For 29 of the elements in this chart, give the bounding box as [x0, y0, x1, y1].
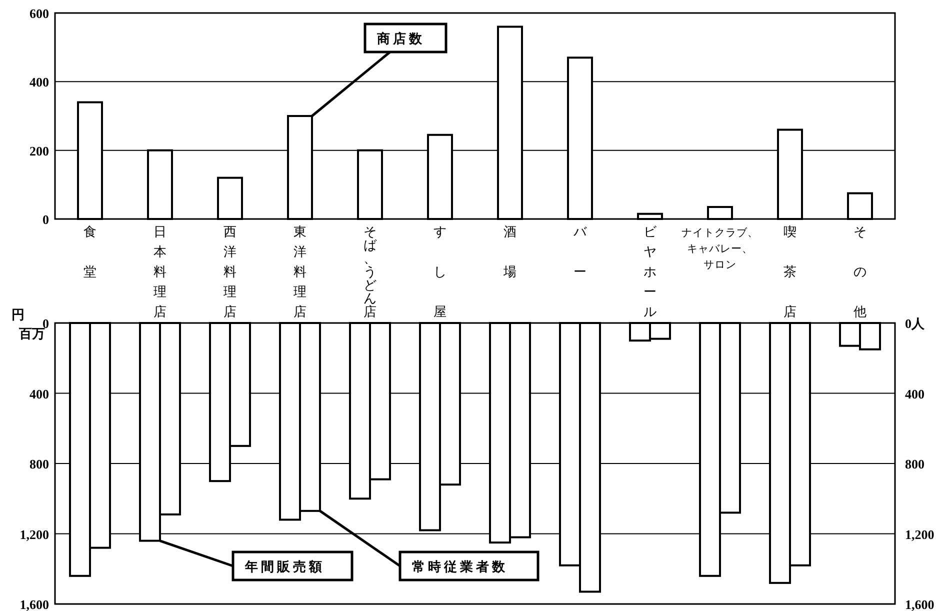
category-label: その他 — [854, 224, 866, 319]
y-tick-label: 1,200 — [20, 526, 49, 542]
y-tick-label: 800 — [30, 456, 49, 472]
category-label: 酒場 — [504, 224, 516, 279]
x-tick-label: 東洋料理店 — [294, 224, 306, 319]
x-tick-label: 日本料理店 — [154, 224, 166, 319]
x-tick-label: 西洋料理店 — [224, 224, 236, 319]
text: 商店数 — [376, 31, 425, 46]
y2-tick-label: 0人 — [905, 316, 926, 331]
x-tick-label: ビヤホール — [644, 224, 658, 319]
y-tick-label: 1,600 — [20, 597, 49, 611]
y-tick-label: 600 — [30, 6, 49, 21]
category-label: 喫茶店 — [784, 224, 796, 319]
category-label: バー — [574, 224, 586, 279]
text: 年間販売額 — [244, 559, 325, 574]
y-tick-label: 0 — [42, 316, 49, 331]
y2-tick-label: 400 — [905, 386, 924, 402]
y-tick-label: 400 — [30, 386, 49, 402]
y2-tick-label: 800 — [905, 456, 924, 472]
y2-tick-label: 1,600 — [905, 597, 934, 611]
series-label: 常時従業者数 — [412, 559, 508, 574]
category-label: 食堂 — [84, 224, 96, 279]
x-tick-label: ナイトクラブ、キャバレー、サロン — [682, 226, 758, 271]
y-tick-label: 400 — [30, 74, 49, 90]
y-tick-label: 0 — [42, 212, 49, 227]
y2-tick-label: 1,200 — [905, 526, 934, 542]
y-tick-label: 200 — [30, 143, 49, 158]
x-tick-label: そば、うどん店 — [364, 224, 378, 319]
category-label: すし屋 — [434, 224, 446, 319]
